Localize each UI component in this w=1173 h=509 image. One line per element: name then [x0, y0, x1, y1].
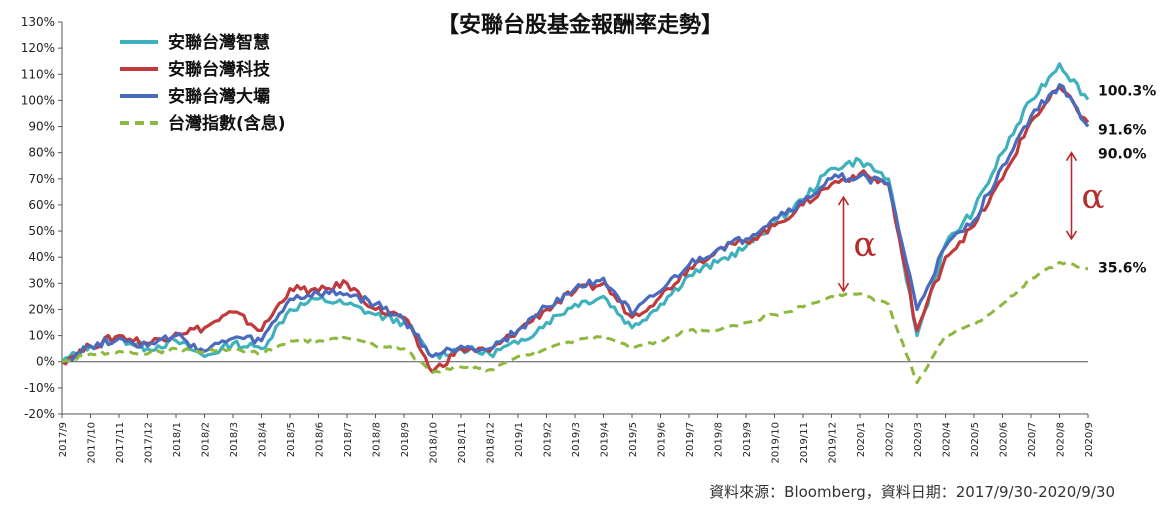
x-tick-label: 2020/8 [1056, 422, 1067, 457]
x-tick-label: 2019/4 [600, 422, 611, 457]
series-line-2 [61, 85, 1090, 374]
x-tick-label: 2018/7 [343, 422, 354, 457]
y-tick-label: -20% [24, 407, 55, 421]
x-tick-label: 2017/12 [144, 422, 155, 464]
legend-label-4: 台灣指數(含息) [168, 113, 286, 134]
x-tick-label: 2018/9 [400, 422, 411, 457]
x-tick-label: 2018/2 [201, 422, 212, 457]
x-tick-label: 2019/1 [514, 422, 525, 457]
x-tick-label: 2020/5 [970, 422, 981, 457]
y-tick-label: 120% [21, 41, 55, 55]
x-tick-label: 2019/8 [714, 422, 725, 457]
legend-label-1: 安聯台灣智慧 [168, 32, 270, 53]
y-tick-label: 20% [28, 302, 55, 316]
x-tick-label: 2019/10 [771, 422, 782, 464]
x-tick-label: 2018/6 [315, 422, 326, 457]
x-tick-label: 2017/10 [87, 422, 98, 464]
x-tick-label: 2018/5 [286, 422, 297, 457]
y-tick-label: 0% [36, 355, 55, 369]
x-tick-label: 2017/9 [58, 422, 69, 457]
legend-label-2: 安聯台灣科技 [168, 59, 271, 80]
x-tick-label: 2020/2 [885, 422, 896, 457]
source-note: 資料來源：Bloomberg，資料日期：2017/9/30-2020/9/30 [709, 483, 1115, 501]
end-label-3: 90.0% [1098, 147, 1147, 163]
alpha-arrow-head-low [837, 282, 850, 293]
x-tick-label: 2018/4 [258, 422, 269, 457]
alpha-arrow-head-high [837, 195, 850, 206]
x-tick-label: 2019/2 [543, 422, 554, 457]
alpha-arrow-head-low [1065, 230, 1078, 241]
x-tick-label: 2020/4 [942, 422, 953, 457]
x-tick-label: 2018/12 [486, 422, 497, 464]
series-layer [60, 62, 1090, 385]
y-tick-label: 80% [28, 146, 55, 160]
alpha-arrow-head-high [1065, 151, 1078, 162]
x-tick-label: 2019/12 [828, 422, 839, 464]
x-tick-label: 2020/9 [1084, 422, 1095, 457]
legend-label-3: 安聯台灣大壩 [168, 86, 270, 107]
x-tick-label: 2018/8 [372, 422, 383, 457]
x-tick-label: 2017/11 [115, 422, 126, 464]
x-tick-label: 2020/6 [999, 422, 1010, 457]
series-line-3 [61, 83, 1090, 364]
series-line-4 [61, 260, 1089, 385]
end-label-1: 100.3% [1098, 84, 1156, 100]
y-tick-label: 110% [21, 67, 55, 81]
x-tick-label: 2019/7 [685, 422, 696, 457]
y-tick-label: 90% [28, 120, 55, 134]
y-tick-label: 60% [28, 198, 55, 212]
x-tick-label: 2020/7 [1027, 422, 1038, 457]
x-tick-label: 2019/6 [657, 422, 668, 457]
y-tick-label: 50% [28, 224, 55, 238]
axes: 130% 120% 110% 100% 90% 80% 70% 60% 50% 40% 30% 20%… [21, 15, 1095, 464]
y-tick-label: 100% [21, 93, 55, 107]
annotation-layer: αα [837, 151, 1105, 293]
y-tick-label: -10% [24, 381, 55, 395]
alpha-label-1: α [854, 225, 877, 265]
x-tick-label: 2018/3 [229, 422, 240, 457]
x-tick-label: 2018/10 [429, 422, 440, 464]
x-tick-label: 2019/11 [799, 422, 810, 464]
x-tick-label: 2018/11 [457, 422, 468, 464]
alpha-label-2: α [1082, 177, 1105, 217]
x-tick-label: 2020/1 [856, 422, 867, 457]
x-tick-label: 2020/3 [913, 422, 924, 457]
y-tick-label: 130% [21, 15, 55, 29]
end-label-4: 35.6% [1098, 261, 1147, 277]
series-line-1 [60, 62, 1090, 363]
end-label-2: 91.6% [1098, 122, 1147, 138]
end-labels: 100.3% 91.6% 90.0% 35.6% [1098, 84, 1156, 277]
y-tick-label: 30% [28, 276, 55, 290]
x-tick-label: 2019/3 [571, 422, 582, 457]
y-tick-label: 70% [28, 172, 55, 186]
x-tick-label: 2018/1 [172, 422, 183, 457]
chart-title: 【安聯台股基金報酬率走勢】 [437, 12, 723, 38]
x-tick-label: 2019/9 [742, 422, 753, 457]
x-tick-label: 2019/5 [628, 422, 639, 457]
y-tick-label: 10% [28, 329, 55, 343]
y-tick-label: 40% [28, 250, 55, 264]
